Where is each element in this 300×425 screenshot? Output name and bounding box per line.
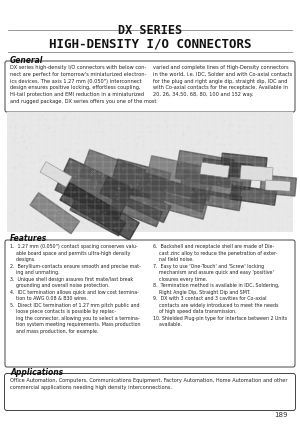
Bar [7, 112, 293, 232]
Text: Applications: Applications [10, 368, 63, 377]
FancyBboxPatch shape [5, 240, 295, 367]
Bar [30, 193, 80, 234]
Bar [100, 177, 171, 223]
Bar [110, 193, 162, 227]
Text: Office Automation, Computers, Communications Equipment, Factory Automation, Home: Office Automation, Computers, Communicat… [10, 378, 287, 390]
Text: Features: Features [10, 234, 47, 243]
Bar [260, 175, 296, 196]
Bar [265, 180, 290, 191]
Bar [140, 173, 208, 212]
Bar [200, 162, 230, 178]
FancyBboxPatch shape [4, 374, 296, 411]
Bar [150, 190, 207, 219]
Text: General: General [10, 56, 43, 65]
Bar [55, 158, 133, 220]
Bar [220, 153, 267, 180]
Bar [240, 165, 273, 182]
Text: 189: 189 [274, 412, 288, 418]
Bar [80, 150, 146, 196]
Bar [190, 188, 242, 211]
Bar [60, 183, 139, 240]
Text: DX series high-density I/O connectors with below con-
nect are perfect for tomor: DX series high-density I/O connectors wi… [10, 65, 156, 104]
Bar [180, 170, 242, 201]
Text: varied and complete lines of High-Density connectors
in the world, i.e. IDC, Sol: varied and complete lines of High-Densit… [153, 65, 292, 97]
Text: DX SERIES: DX SERIES [118, 24, 182, 37]
Text: 1.  1.27 mm (0.050") contact spacing conserves valu-
    able board space and pe: 1. 1.27 mm (0.050") contact spacing cons… [10, 244, 141, 334]
Bar [40, 162, 72, 187]
Text: 6.  Backshell and receptacle shell are made of Die-
    cast zinc alloy to reduc: 6. Backshell and receptacle shell are ma… [153, 244, 287, 327]
FancyBboxPatch shape [5, 61, 295, 112]
Bar [110, 159, 171, 202]
Bar [230, 185, 277, 205]
Bar [70, 197, 126, 236]
Bar [200, 158, 253, 190]
Bar [175, 150, 234, 187]
Bar [145, 156, 215, 201]
Text: HIGH-DENSITY I/O CONNECTORS: HIGH-DENSITY I/O CONNECTORS [49, 37, 251, 50]
